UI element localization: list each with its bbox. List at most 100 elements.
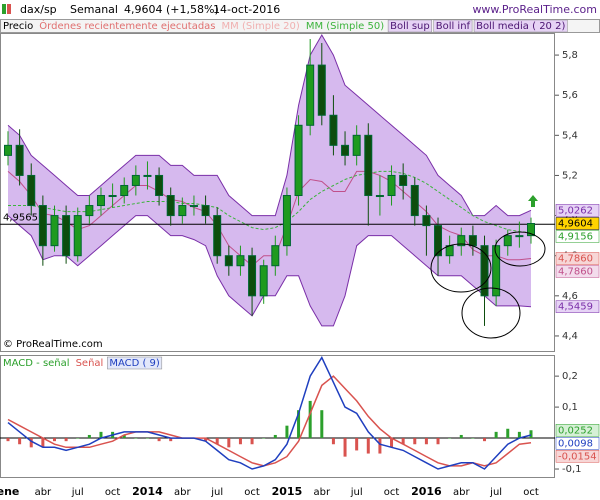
legend-entry: Señal <box>76 358 104 369</box>
legend-entry: MACD - señal <box>3 358 70 369</box>
histogram-bar <box>52 438 56 442</box>
value-marker <box>555 450 600 463</box>
histogram-bar <box>448 438 452 439</box>
x-tick-label: 2016 <box>411 485 442 498</box>
x-tick-label: abr <box>453 487 470 498</box>
candle-body <box>15 144 24 176</box>
candle-body <box>387 174 396 197</box>
candle-body <box>492 245 501 297</box>
candle-body <box>27 174 36 207</box>
legend-box <box>473 19 568 33</box>
histogram-bar <box>6 438 10 442</box>
candle-body <box>178 205 187 217</box>
value-marker <box>555 204 600 217</box>
y-tick-label: 0,2 <box>562 371 578 382</box>
value-marker-label: 4,7860 <box>558 254 593 265</box>
legend-entry: Órdenes recientemente ejecutadas <box>39 19 215 32</box>
y-tick-label: -0,1 <box>562 464 582 475</box>
legend-box <box>433 19 473 33</box>
value-marker <box>555 437 600 450</box>
indicator-line <box>7 33 532 217</box>
histogram-bar <box>87 434 91 439</box>
macd-panel <box>0 355 555 478</box>
candle-body <box>422 215 431 227</box>
candle-body <box>62 215 71 257</box>
legend-entry: Precio <box>3 21 33 32</box>
value-marker <box>555 252 600 265</box>
histogram-bar <box>145 438 149 439</box>
value-marker <box>555 217 600 230</box>
candle-body <box>96 195 105 207</box>
histogram-bar <box>459 434 463 439</box>
symbol: dax/sp <box>20 3 57 16</box>
candle-body <box>73 215 82 257</box>
icon <box>2 4 6 14</box>
histogram-bar <box>41 438 45 448</box>
histogram-bar <box>529 430 533 439</box>
legend-entry: MACD ( 9) <box>109 358 160 369</box>
histogram-bar <box>285 425 289 439</box>
indicator-line <box>7 215 532 327</box>
price: 4,9604 (+1,58%) <box>124 3 219 16</box>
histogram-bar <box>378 438 382 454</box>
candle-body <box>375 195 384 198</box>
candle-body <box>515 235 524 238</box>
candle-body <box>294 124 303 197</box>
x-tick-label: ene <box>0 485 19 498</box>
legend-entry: Boll sup <box>390 21 430 32</box>
candle-body <box>480 245 489 297</box>
candle-body <box>282 195 291 247</box>
x-tick-label: oct <box>523 487 539 498</box>
value-marker-label: 4,7860 <box>558 267 593 278</box>
candle-body <box>259 265 268 297</box>
y-tick-label: 5,4 <box>562 130 578 141</box>
legend-entry: MM (Simple 50) <box>306 21 384 32</box>
candle-body <box>120 184 129 197</box>
histogram-bar <box>517 431 521 439</box>
candle-body <box>248 255 257 297</box>
histogram-bar <box>390 438 394 448</box>
candle-body <box>85 205 94 217</box>
histogram-bar <box>76 438 80 439</box>
histogram-bar <box>99 431 103 439</box>
up-arrow <box>528 195 538 207</box>
annotation-circle <box>430 243 492 293</box>
histogram-bar <box>273 434 277 439</box>
histogram-bar <box>29 438 33 448</box>
histogram-bar <box>64 438 68 442</box>
histogram-bar <box>122 434 126 439</box>
candle-body <box>503 235 512 247</box>
y-tick-label: 5,6 <box>562 90 578 101</box>
histogram-bar <box>436 438 440 445</box>
y-tick-label: 4,4 <box>562 331 578 342</box>
macd-line <box>7 375 532 467</box>
histogram-bar <box>366 438 370 454</box>
y-tick-label: 5,2 <box>562 170 578 181</box>
candle-body <box>434 225 443 257</box>
histogram-bar <box>506 428 510 439</box>
x-tick-label: jul <box>489 487 502 498</box>
y-tick-label: 5,8 <box>562 50 578 61</box>
legend-box <box>387 19 432 33</box>
bollinger-band-area <box>8 35 531 326</box>
histogram-bar <box>215 438 219 445</box>
histogram-bar <box>355 438 359 451</box>
candle-body <box>213 215 222 257</box>
candle-body <box>108 195 117 198</box>
value-marker <box>555 300 600 313</box>
indicator-line <box>7 170 532 267</box>
histogram-bar <box>297 410 301 439</box>
value-marker-label: 4,9604 <box>558 219 593 230</box>
x-tick-label: abr <box>35 487 52 498</box>
candle-body <box>329 114 338 146</box>
annotation-circle <box>461 287 521 339</box>
site-link[interactable]: www.ProRealTime.com <box>472 3 597 16</box>
candle-body <box>527 223 535 237</box>
date: 14-oct-2016 <box>213 3 280 16</box>
value-marker-label: 0,0098 <box>558 438 593 449</box>
x-tick-label: oct <box>384 487 400 498</box>
candle-body <box>364 134 373 197</box>
candle-body <box>4 144 12 156</box>
value-marker-label: 4,9156 <box>558 232 593 243</box>
candle-body <box>410 184 419 217</box>
